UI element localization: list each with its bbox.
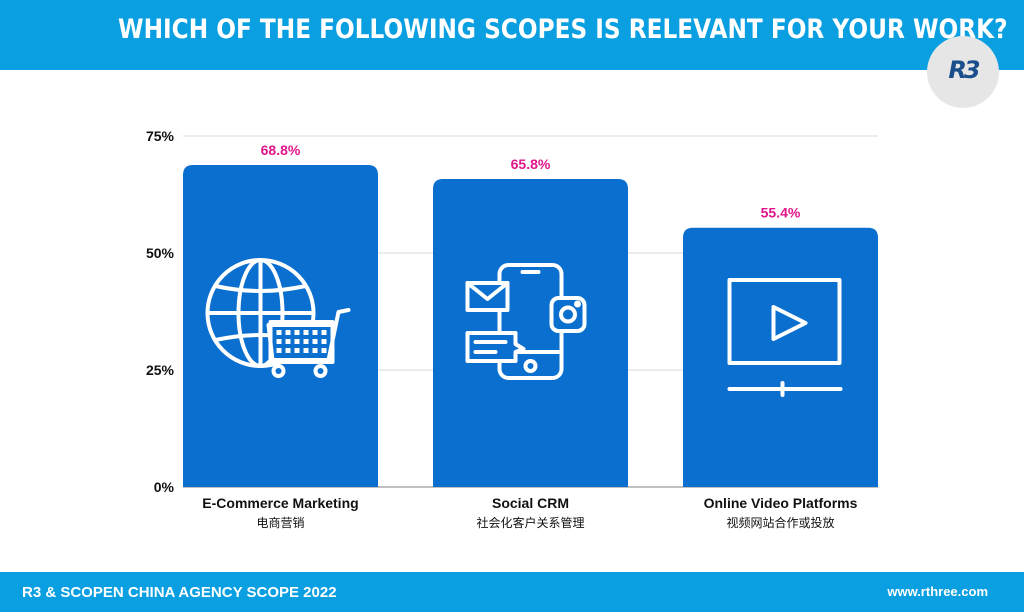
- footer-source: R3 & SCOPEN CHINA AGENCY SCOPE 2022: [22, 584, 337, 601]
- data-label: 65.8%: [511, 156, 551, 172]
- video-player-icon: [727, 278, 843, 397]
- page-title: WHICH OF THE FOLLOWING SCOPES IS RELEVAN…: [118, 14, 1008, 45]
- y-tick-label: 25%: [146, 362, 175, 378]
- header-bar: WHICH OF THE FOLLOWING SCOPES IS RELEVAN…: [0, 0, 1024, 70]
- footer-bar: R3 & SCOPEN CHINA AGENCY SCOPE 2022 www.…: [0, 572, 1024, 612]
- smartphone-social-icon: [465, 263, 587, 380]
- x-tick-label-cn: 电商营销: [256, 515, 304, 530]
- globe-cart-icon: [205, 258, 351, 378]
- y-tick-label: 75%: [146, 128, 175, 144]
- x-tick-label: E-Commerce Marketing: [202, 495, 358, 511]
- x-tick-label-cn: 视频网站合作或投放: [726, 515, 834, 530]
- bar-chart: 0% 25% 50% 75% 68.8% E-Commerce Marketing 电商营销…: [146, 128, 878, 530]
- y-tick-label: 50%: [146, 245, 175, 261]
- x-tick-label: Social CRM: [492, 495, 569, 511]
- bar: [683, 227, 878, 487]
- footer-website-link[interactable]: www.rthree.com: [887, 584, 988, 599]
- x-tick-label: Online Video Platforms: [704, 495, 858, 511]
- data-label: 55.4%: [761, 205, 801, 221]
- data-label: 68.8%: [261, 142, 301, 158]
- r3-logo: R3: [927, 36, 999, 108]
- bar: [433, 179, 628, 487]
- logo-text: R3: [948, 56, 980, 84]
- x-tick-label-cn: 社会化客户关系管理: [476, 515, 584, 530]
- y-tick-label: 0%: [154, 479, 175, 495]
